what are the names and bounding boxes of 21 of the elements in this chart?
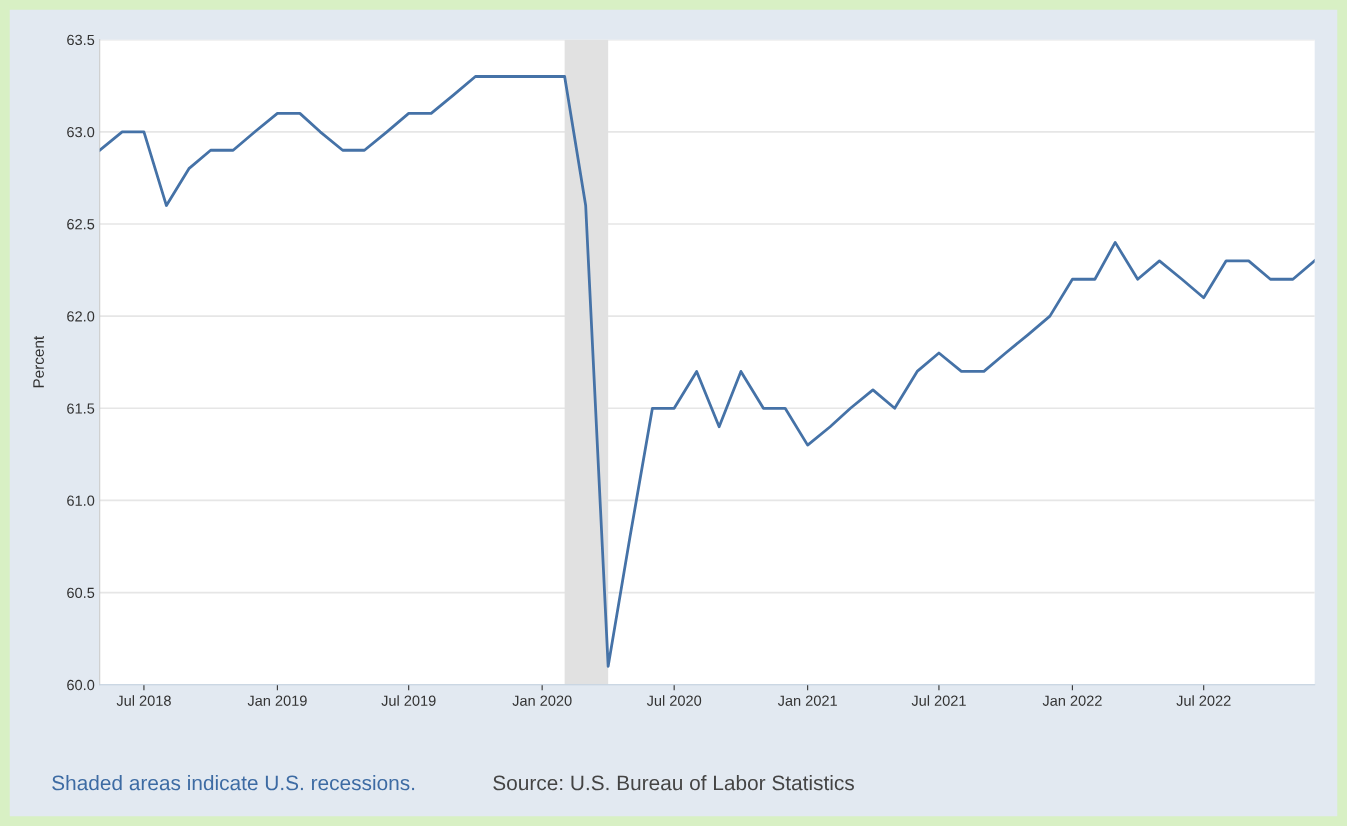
y-tick-label: 61.0 [67, 495, 95, 506]
y-axis-title: Percent [33, 335, 44, 388]
x-tick-label: Jan 2021 [777, 695, 837, 706]
x-tick-label: Jul 2022 [1176, 695, 1231, 706]
y-tick-label: 61.5 [67, 403, 95, 414]
y-tick-label: 60.0 [67, 679, 95, 691]
source-note: Source: U.S. Bureau of Labor Statistics [493, 774, 854, 791]
y-tick-label: 62.5 [67, 219, 95, 230]
x-tick-label: Jul 2018 [116, 695, 171, 706]
x-tick-label: Jan 2019 [247, 695, 307, 706]
y-tick-label: 62.0 [67, 311, 95, 322]
y-tick-label: 60.5 [67, 587, 95, 599]
y-tick-label: 63.5 [67, 34, 95, 46]
x-tick-label: Jan 2022 [1042, 695, 1102, 706]
x-tick-label: Jul 2020 [646, 695, 702, 706]
y-tick-label: 63.0 [67, 126, 95, 138]
line-series [99, 75, 1315, 668]
x-tick-label: Jan 2020 [512, 695, 572, 706]
text: Shaded areas indicate U.S. recessions. [52, 774, 415, 791]
x-tick-label: Jul 2021 [911, 695, 966, 706]
x-tick-label: Jul 2019 [381, 695, 436, 706]
